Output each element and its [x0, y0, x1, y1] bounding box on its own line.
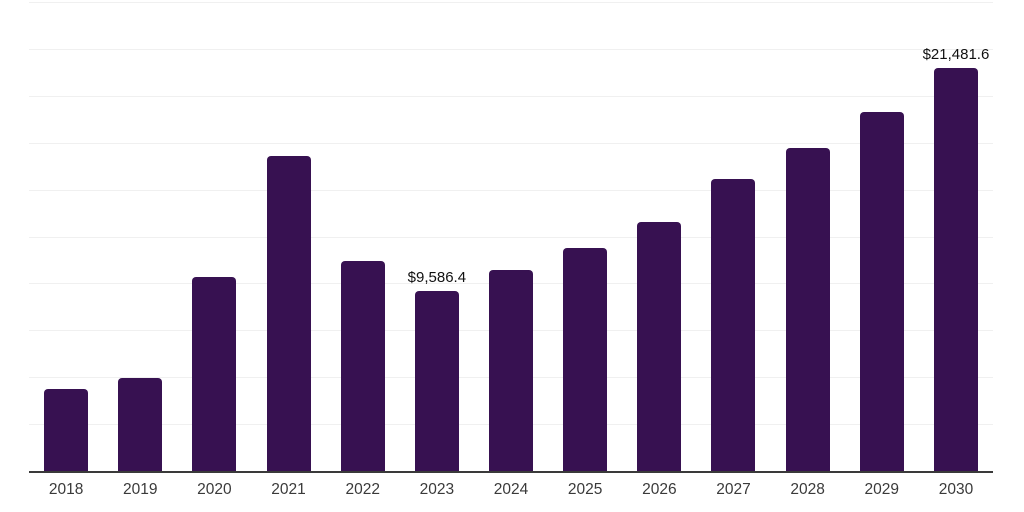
- bar-2021: [266, 155, 311, 471]
- bar-2026: [637, 221, 682, 471]
- bar-2025: [563, 247, 608, 471]
- bars-container: $9,586.4 $21,481.6: [29, 2, 993, 471]
- bar-2027: [711, 178, 756, 471]
- bar-column: $21,481.6: [919, 2, 993, 471]
- bar-column: [696, 2, 770, 471]
- bar-column: [103, 2, 177, 471]
- bar-column: [326, 2, 400, 471]
- bar-value-label: $9,586.4: [407, 269, 467, 287]
- x-tick-label: 2028: [790, 481, 825, 498]
- x-tick-label: 2024: [493, 481, 529, 498]
- bar-column: [177, 2, 251, 471]
- bar-column: [771, 2, 845, 471]
- gridline: [29, 2, 993, 3]
- bar-2030: [933, 68, 978, 471]
- bar-2029: [859, 111, 904, 471]
- x-tick-label: 2022: [345, 481, 380, 498]
- bar-2018: [44, 389, 89, 471]
- bar-2020: [192, 277, 237, 471]
- x-tick-label: 2026: [642, 481, 677, 498]
- x-tick-label: 2020: [197, 481, 232, 498]
- bar-column: [622, 2, 696, 471]
- bar-2028: [785, 147, 830, 471]
- x-tick-label: 2025: [567, 481, 603, 498]
- x-tick-label: 2019: [122, 481, 158, 498]
- bar-column: [474, 2, 548, 471]
- gridline: [29, 48, 993, 50]
- gridline: [29, 189, 993, 191]
- bar-value-label: $21,481.6: [922, 46, 990, 64]
- x-tick-label: 2023: [419, 481, 455, 498]
- bar-column: [845, 2, 919, 471]
- plot-area: $9,586.4 $21,481.6: [29, 2, 993, 473]
- gridline: [29, 95, 993, 97]
- gridline: [29, 142, 993, 144]
- bar-2022: [340, 260, 385, 471]
- gridline: [29, 236, 993, 238]
- bar-2023: [414, 291, 459, 471]
- bar-2024: [489, 270, 534, 471]
- x-axis-labels: 2018 2019 2020 2021 2022 2023 2024 2025 2026 2027…: [29, 481, 993, 500]
- x-tick-label: 2029: [864, 481, 900, 498]
- bar-2019: [118, 378, 163, 471]
- bar-column: [548, 2, 622, 471]
- bar-column: [29, 2, 103, 471]
- x-tick-label: 2021: [271, 481, 306, 498]
- bar-column: [251, 2, 325, 471]
- x-tick-label: 2027: [716, 481, 751, 498]
- bar-column: $9,586.4: [400, 2, 474, 471]
- x-tick-label: 2030: [938, 481, 974, 498]
- x-tick-label: 2018: [48, 481, 84, 498]
